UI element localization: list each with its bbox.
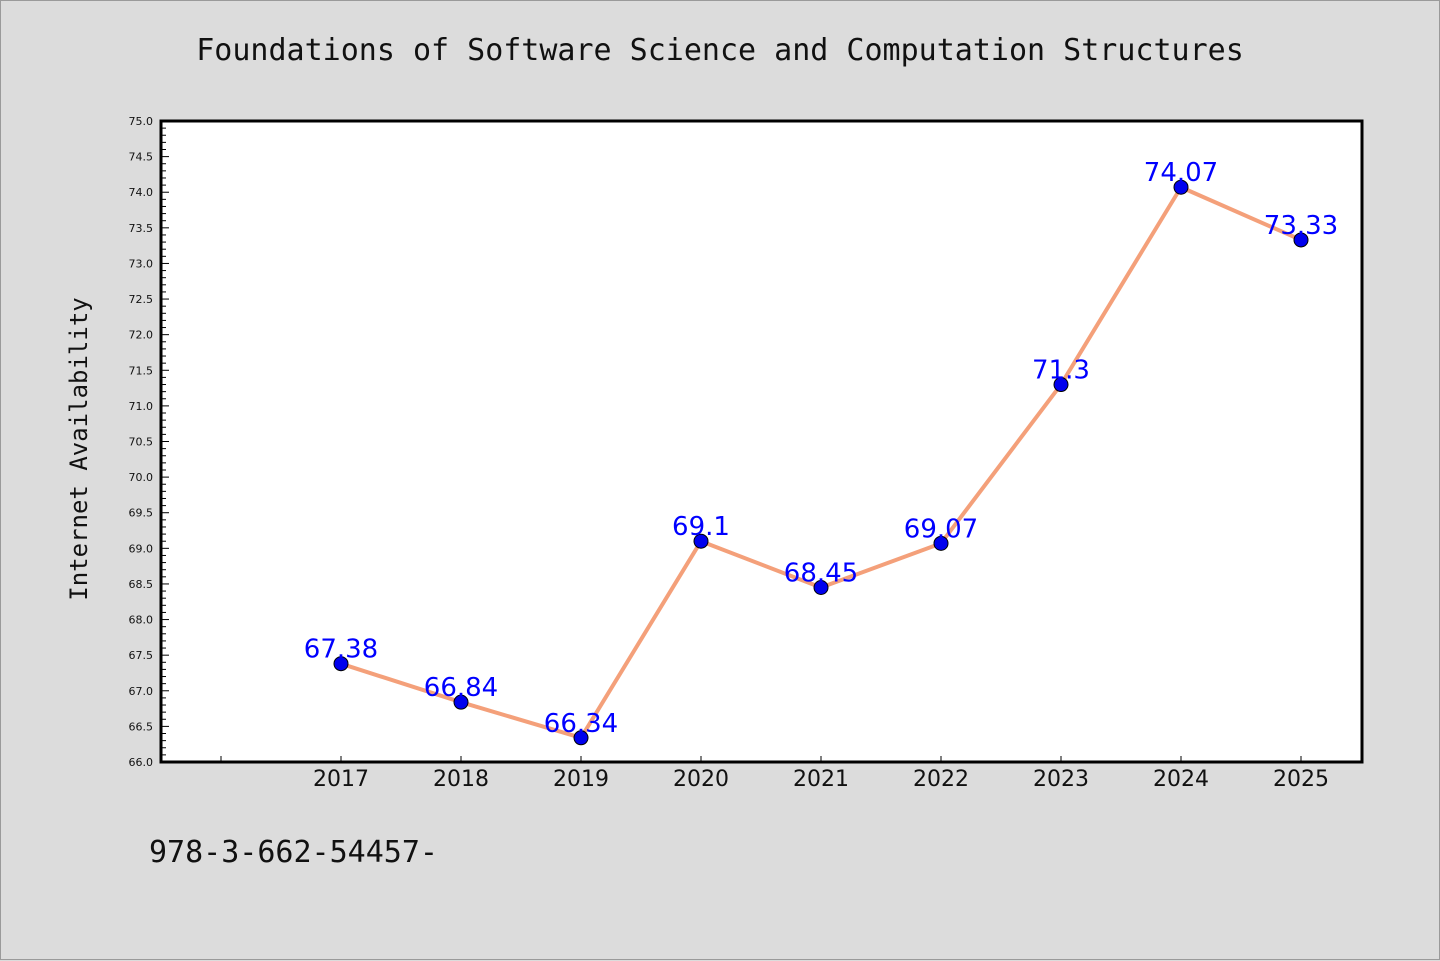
y-tick-label: 67.5 bbox=[129, 649, 154, 662]
data-point bbox=[1293, 232, 1309, 248]
y-tick-label: 71.0 bbox=[129, 400, 154, 413]
data-point bbox=[693, 533, 709, 549]
x-tick-label: 2024 bbox=[1153, 767, 1209, 792]
y-tick-label: 68.5 bbox=[129, 578, 154, 591]
y-tick-label: 66.5 bbox=[129, 720, 154, 733]
y-tick-label: 73.0 bbox=[129, 257, 154, 270]
data-label: 71.3 bbox=[1032, 356, 1090, 386]
x-tick-label: 2018 bbox=[433, 767, 489, 792]
x-tick-label: 2022 bbox=[913, 767, 969, 792]
data-point bbox=[453, 694, 469, 710]
data-label: 67.38 bbox=[304, 635, 378, 665]
y-tick-label: 69.5 bbox=[129, 507, 154, 520]
data-label: 66.84 bbox=[424, 673, 498, 703]
x-tick-label: 2025 bbox=[1273, 767, 1329, 792]
y-tick-label: 66.0 bbox=[129, 756, 154, 769]
data-label: 66.34 bbox=[544, 709, 618, 739]
data-point bbox=[1173, 179, 1189, 195]
chart-title: Foundations of Software Science and Comp… bbox=[196, 33, 1244, 68]
plot-frame bbox=[159, 119, 1364, 764]
y-tick-label: 70.0 bbox=[129, 471, 154, 484]
y-tick-label: 72.0 bbox=[129, 329, 154, 342]
y-tick-label: 74.0 bbox=[129, 186, 154, 199]
y-tick-label: 69.0 bbox=[129, 542, 154, 555]
data-point bbox=[573, 730, 589, 746]
y-tick-label: 70.5 bbox=[129, 436, 154, 449]
x-tick-label: 2021 bbox=[793, 767, 849, 792]
y-tick-label: 73.5 bbox=[129, 222, 154, 235]
y-tick-label: 75.0 bbox=[129, 115, 154, 128]
x-tick-label: 2023 bbox=[1033, 767, 1089, 792]
x-tick-label: 2019 bbox=[553, 767, 609, 792]
data-label: 74.07 bbox=[1144, 158, 1218, 188]
data-label: 69.1 bbox=[672, 512, 730, 542]
plot-area bbox=[161, 121, 1362, 762]
data-point bbox=[333, 656, 349, 672]
data-label: 68.45 bbox=[784, 559, 858, 589]
data-point bbox=[813, 580, 829, 596]
data-label: 73.33 bbox=[1264, 211, 1338, 241]
y-tick-label: 67.0 bbox=[129, 685, 154, 698]
data-point bbox=[933, 535, 949, 551]
data-label: 69.07 bbox=[904, 514, 978, 544]
y-tick-label: 72.5 bbox=[129, 293, 154, 306]
x-tick-label: 2017 bbox=[313, 767, 369, 792]
y-tick-label: 74.5 bbox=[129, 151, 154, 164]
y-tick-label: 71.5 bbox=[129, 364, 154, 377]
isbn-text: 978-3-662-54457- bbox=[149, 835, 438, 870]
x-tick-label: 2020 bbox=[673, 767, 729, 792]
data-point bbox=[1053, 377, 1069, 393]
y-tick-label: 68.0 bbox=[129, 614, 154, 627]
